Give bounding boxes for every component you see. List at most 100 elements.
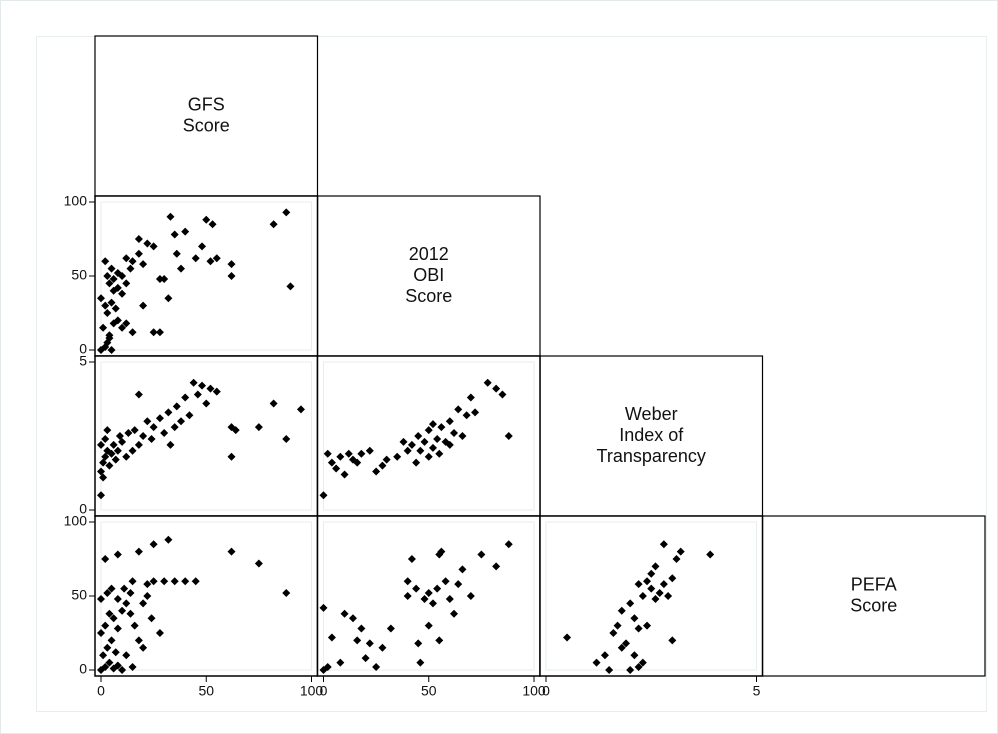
scatter-point [433, 584, 442, 593]
scatter-point [621, 639, 630, 648]
scatter-point [386, 624, 395, 633]
scatter-point [101, 257, 110, 266]
scatter-point [378, 643, 387, 652]
scatter-point [269, 220, 278, 229]
scatter-point [101, 301, 110, 310]
scatter-point [101, 452, 110, 461]
scatter-point [227, 260, 236, 269]
scatter-point [118, 437, 127, 446]
panel [316, 355, 541, 517]
scatter-point [139, 643, 148, 652]
scatter-point [433, 434, 442, 443]
scatter-point [105, 461, 114, 470]
variable-label: Score [183, 115, 230, 135]
scatter-point [269, 399, 278, 408]
scatter-point [149, 328, 158, 337]
scatter-point [471, 408, 480, 417]
scatter-point [105, 658, 114, 667]
scatter-point [164, 294, 173, 303]
scatter-point [407, 440, 416, 449]
scatter-point [155, 629, 164, 637]
scatter-point [336, 452, 345, 461]
scatter-point [399, 437, 408, 446]
y-tick-label: 100 [64, 193, 88, 209]
x-tick-label: 100 [300, 683, 324, 699]
scatter-point [111, 455, 120, 464]
scatter-point [164, 535, 173, 544]
scatter-point [160, 429, 169, 438]
scatter-point [504, 432, 513, 440]
scatter-point [134, 390, 143, 399]
scatter-point [149, 577, 158, 586]
scatter-point [563, 633, 572, 642]
scatter-point [403, 577, 412, 586]
scatter-point [617, 643, 626, 652]
scatter-point [412, 584, 421, 593]
x-tick-label: 0 [542, 683, 550, 699]
scatter-point [185, 411, 194, 420]
scatter-point [327, 633, 336, 642]
scatter-point [99, 458, 108, 467]
scatter-point [428, 599, 437, 608]
scatter-point [382, 455, 391, 464]
scatter-point [435, 449, 444, 458]
scatter-point [483, 378, 492, 387]
scatter-point [672, 555, 681, 563]
scatter-point [416, 658, 425, 667]
scatter-point [103, 589, 112, 598]
scatter-point [414, 639, 423, 648]
scatter-point [403, 592, 412, 600]
variable-label: Transparency [597, 446, 706, 466]
scatter-point [101, 663, 110, 672]
scatter-point [254, 559, 263, 568]
scatter-point [101, 555, 110, 563]
scatter-point [130, 621, 139, 630]
scatter-point [282, 208, 291, 217]
panel-inner [100, 361, 312, 511]
scatter-point [109, 614, 118, 623]
scatter-point [170, 230, 179, 239]
scatter-point [323, 449, 332, 458]
diagonal-cell [761, 515, 986, 677]
scatter-point [128, 577, 137, 586]
scatter-point [176, 417, 185, 426]
scatter-point [668, 636, 677, 645]
scatter-point [445, 594, 454, 603]
scatter-point [638, 592, 647, 600]
scatter-point [202, 215, 211, 224]
x-tick-label: 100 [522, 683, 546, 699]
variable-label: GFS [188, 94, 225, 114]
scatter-point [181, 393, 190, 402]
scatter-point [143, 417, 152, 426]
scatter-point [139, 260, 148, 269]
scatter-point [605, 666, 614, 674]
scatter-point [107, 449, 116, 458]
scatter-point [113, 624, 122, 633]
scatter-point [155, 414, 164, 423]
scatter-point [191, 577, 200, 586]
scatter-point [101, 621, 110, 630]
scatter-point [107, 298, 116, 307]
scatter-point [97, 629, 105, 637]
scatter-point [122, 599, 131, 608]
scatter-point [420, 437, 429, 446]
scatter-point [170, 423, 179, 432]
scatter-point [282, 589, 291, 598]
scatter-point [113, 316, 122, 325]
scatter-point [441, 577, 450, 586]
scatter-point [99, 473, 108, 482]
scatter-point [437, 547, 446, 556]
scatter-point [458, 432, 467, 440]
scatter-point [428, 420, 437, 429]
scatter-point [111, 304, 120, 313]
scatter-point [450, 609, 459, 618]
scatter-point [126, 609, 135, 618]
scatter-point [122, 279, 131, 288]
scatter-point [424, 621, 433, 630]
scatter-point [118, 666, 127, 674]
scatter-point [149, 242, 158, 251]
scatter-point [97, 440, 105, 449]
scatter-point [143, 239, 152, 248]
scatter-point [435, 636, 444, 645]
scatter-point [634, 580, 643, 589]
